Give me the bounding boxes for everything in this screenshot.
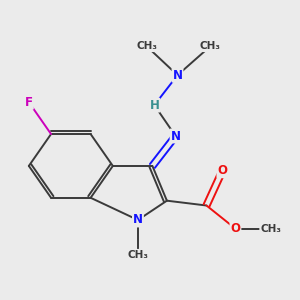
Text: CH₃: CH₃ — [136, 41, 157, 51]
Text: CH₃: CH₃ — [200, 41, 221, 51]
Text: CH₃: CH₃ — [260, 224, 281, 234]
Text: F: F — [25, 96, 33, 109]
Text: CH₃: CH₃ — [128, 250, 148, 260]
Text: H: H — [149, 99, 159, 112]
Text: N: N — [133, 214, 143, 226]
Text: N: N — [172, 69, 182, 82]
Text: N: N — [171, 130, 181, 142]
Text: O: O — [218, 164, 227, 177]
Text: O: O — [230, 222, 240, 235]
